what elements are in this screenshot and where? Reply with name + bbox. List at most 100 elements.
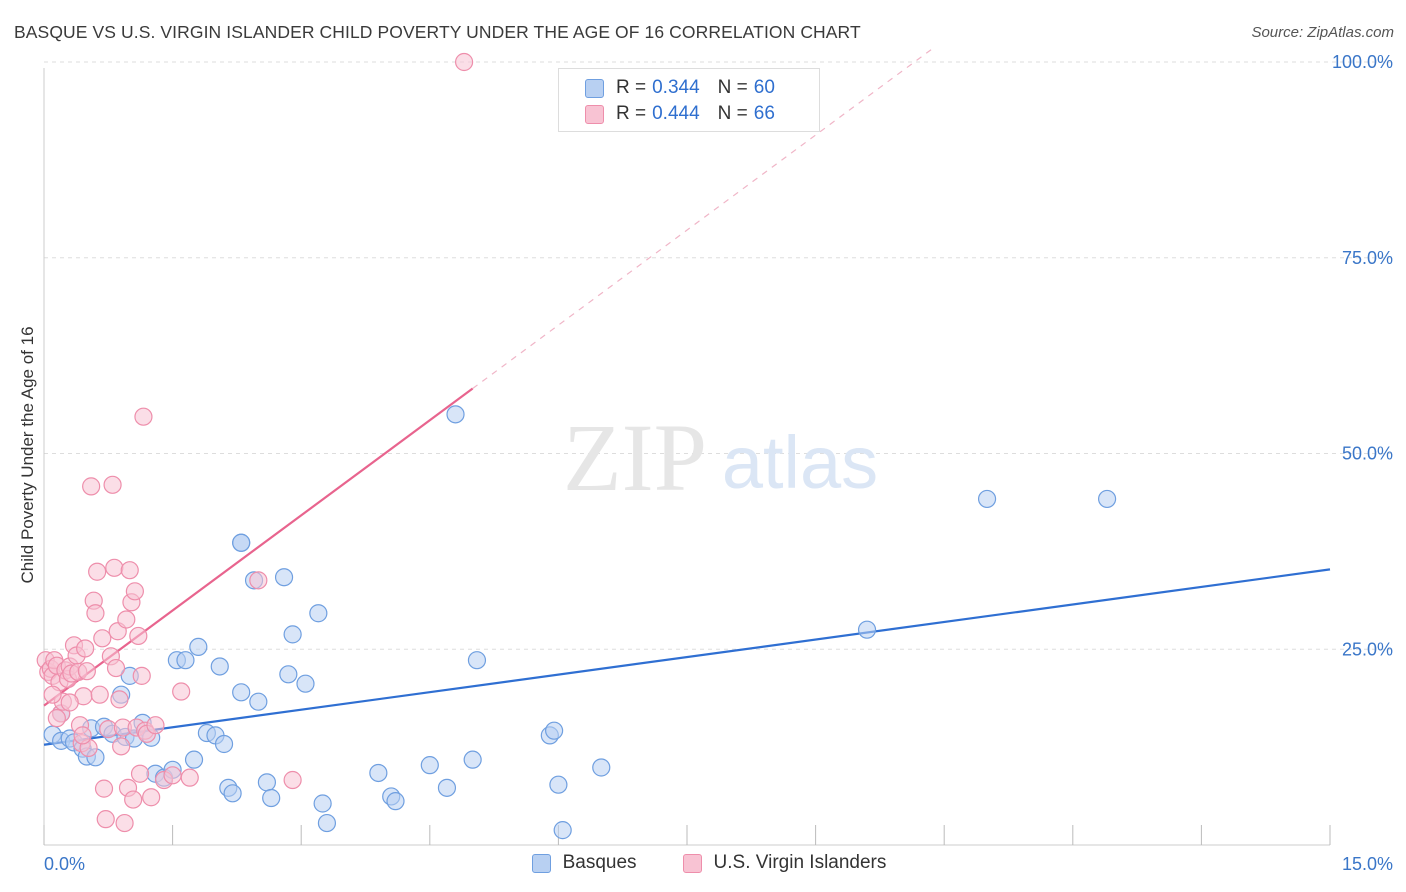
point-virgin-islanders <box>132 666 151 685</box>
point-virgin-islanders <box>117 610 136 629</box>
x-tick-label: 0.0% <box>44 854 85 874</box>
legend-swatch-blue <box>531 853 551 873</box>
legend-item-virgin-islanders: U.S. Virgin Islanders <box>682 852 887 874</box>
point-virgin-islanders <box>146 716 165 735</box>
point-basques <box>437 778 457 797</box>
point-basques <box>369 763 388 783</box>
legend-label-basques: Basques <box>562 852 637 873</box>
point-virgin-islanders <box>142 788 161 807</box>
point-virgin-islanders <box>112 737 131 756</box>
point-basques <box>274 568 294 587</box>
watermark-zip: ZIP <box>563 404 707 511</box>
legend-n-value: 66 <box>753 103 775 124</box>
y-tick-label: 50.0% <box>1342 444 1393 464</box>
point-virgin-islanders <box>73 726 92 745</box>
point-virgin-islanders <box>106 658 126 678</box>
point-basques <box>189 637 208 657</box>
point-virgin-islanders <box>77 662 96 681</box>
point-basques <box>283 625 302 644</box>
point-virgin-islanders <box>110 690 129 709</box>
watermark: ZIP atlas <box>563 404 878 511</box>
legend-label-virgin-islanders: U.S. Virgin Islanders <box>713 852 887 873</box>
point-basques <box>553 821 572 840</box>
point-virgin-islanders <box>115 813 134 833</box>
legend-n-value: 60 <box>753 77 775 98</box>
point-basques <box>386 792 405 811</box>
tick-labels: 25.0% 50.0% 75.0% 100.0% 0.0% 15.0% <box>44 52 1393 874</box>
point-virgin-islanders <box>105 558 124 577</box>
point-basques <box>309 604 328 623</box>
point-virgin-islanders <box>454 52 474 72</box>
point-virgin-islanders <box>120 561 139 580</box>
legend-r-value: 0.344 <box>652 77 700 98</box>
point-virgin-islanders <box>129 626 148 646</box>
point-basques <box>467 651 487 670</box>
point-basques <box>210 657 229 676</box>
point-virgin-islanders <box>130 764 150 783</box>
point-basques <box>262 788 281 808</box>
point-basques <box>184 750 204 769</box>
legend-n-label: N = <box>717 77 748 98</box>
point-basques <box>977 489 997 509</box>
point-virgin-islanders <box>163 766 182 785</box>
legend-r-label: R = <box>616 77 647 98</box>
trend-line-basques <box>43 568 1331 746</box>
point-virgin-islanders <box>283 770 302 790</box>
legend-swatch-blue <box>585 78 604 98</box>
point-basques <box>214 734 234 754</box>
point-basques <box>1097 489 1117 509</box>
legend-n-label: N = <box>717 103 748 124</box>
point-virgin-islanders <box>172 682 191 701</box>
legend-item-basques: Basques <box>531 852 637 874</box>
trend-lines <box>43 45 1331 746</box>
series-legend: Basques U.S. Virgin Islanders <box>0 852 1406 874</box>
point-basques <box>249 692 268 711</box>
point-virgin-islanders <box>47 709 66 728</box>
point-basques <box>420 756 439 775</box>
legend-r-label: R = <box>616 103 647 124</box>
grid-lines <box>44 61 1392 650</box>
point-basques <box>317 813 337 833</box>
point-virgin-islanders <box>88 562 107 581</box>
point-basques <box>592 758 611 777</box>
point-basques <box>463 750 482 769</box>
point-virgin-islanders <box>60 693 79 712</box>
point-virgin-islanders <box>82 477 101 496</box>
watermark-atlas: atlas <box>722 421 878 504</box>
point-basques <box>857 620 877 639</box>
point-basques <box>223 784 242 803</box>
point-virgin-islanders <box>86 604 105 623</box>
y-tick-label: 25.0% <box>1342 639 1393 659</box>
legend-swatch-pink <box>585 104 604 124</box>
y-tick-label: 75.0% <box>1342 248 1393 268</box>
legend-row-basques: R = 0.344 N = 60 <box>585 76 781 100</box>
data-points <box>36 52 1117 840</box>
x-tick-label: 15.0% <box>1342 854 1393 874</box>
point-virgin-islanders <box>43 685 62 704</box>
point-basques <box>296 674 315 693</box>
correlation-legend: R = 0.344 N = 60 R = 0.444 N = 66 <box>558 68 820 132</box>
y-axis-label: Child Poverty Under the Age of 16 <box>18 326 37 584</box>
point-virgin-islanders <box>134 407 153 426</box>
source-credit: Source: ZipAtlas.com <box>1251 24 1394 41</box>
point-basques <box>279 665 298 684</box>
point-virgin-islanders <box>124 790 143 809</box>
y-tick-label: 100.0% <box>1332 52 1393 72</box>
point-basques <box>545 721 564 740</box>
point-basques <box>313 794 332 813</box>
legend-swatch-pink <box>682 853 702 873</box>
chart-title: BASQUE VS U.S. VIRGIN ISLANDER CHILD POV… <box>14 22 861 42</box>
point-virgin-islanders <box>125 582 144 601</box>
point-basques <box>232 533 251 552</box>
point-basques <box>257 773 277 792</box>
legend-r-value: 0.444 <box>652 103 700 124</box>
point-virgin-islanders <box>90 685 109 704</box>
point-virgin-islanders <box>76 639 95 658</box>
point-virgin-islanders <box>96 810 115 829</box>
point-virgin-islanders <box>103 475 122 494</box>
point-virgin-islanders <box>94 779 114 798</box>
point-virgin-islanders <box>180 768 199 787</box>
point-basques <box>232 683 251 702</box>
point-basques <box>446 405 465 424</box>
